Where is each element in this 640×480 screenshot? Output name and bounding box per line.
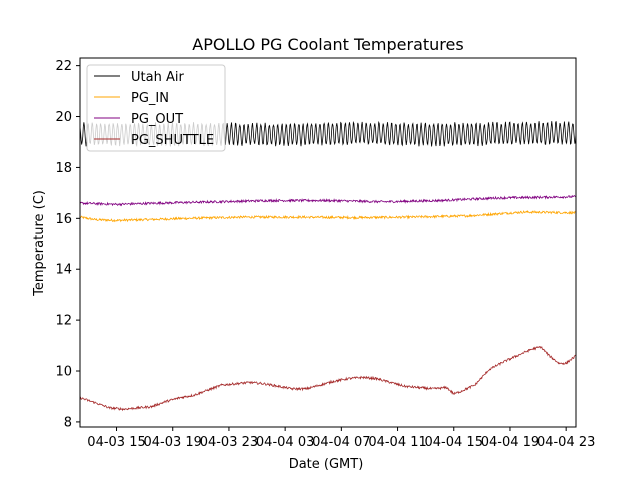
chart-title: APOLLO PG Coolant Temperatures bbox=[192, 35, 463, 54]
series-line-pg-shuttle bbox=[80, 346, 576, 412]
x-tick-label: 04-04 03 bbox=[256, 435, 314, 450]
y-axis-label: Temperature (C) bbox=[32, 190, 47, 297]
y-tick-label: 18 bbox=[55, 161, 72, 176]
x-tick-label: 04-04 07 bbox=[312, 435, 370, 450]
x-tick-label: 04-03 19 bbox=[144, 435, 202, 450]
y-tick-label: 10 bbox=[55, 365, 72, 380]
x-tick-label: 04-04 23 bbox=[537, 435, 595, 450]
legend-label: PG_SHUTTLE bbox=[131, 133, 214, 148]
y-tick-label: 14 bbox=[55, 263, 72, 278]
legend-label: Utah Air bbox=[131, 70, 184, 85]
y-tick-label: 12 bbox=[55, 314, 72, 329]
plot-area bbox=[80, 120, 576, 412]
x-tick-label: 04-04 15 bbox=[425, 435, 483, 450]
x-tick-label: 04-04 19 bbox=[481, 435, 539, 450]
legend-frame bbox=[86, 64, 226, 152]
x-tick-label: 04-03 23 bbox=[200, 435, 258, 450]
y-tick-label: 22 bbox=[55, 59, 72, 74]
y-tick-label: 8 bbox=[64, 415, 72, 430]
x-axis-label: Date (GMT) bbox=[289, 457, 364, 472]
y-tick-label: 16 bbox=[55, 212, 72, 227]
plot-frame bbox=[79, 57, 577, 428]
legend-label: PG_IN bbox=[131, 91, 169, 106]
x-tick-label: 04-04 11 bbox=[368, 435, 426, 450]
x-tick-label: 04-03 15 bbox=[87, 435, 145, 450]
y-tick-label: 20 bbox=[55, 110, 72, 125]
series-line-pg-in bbox=[80, 209, 576, 223]
legend-label: PG_OUT bbox=[131, 112, 183, 127]
series-group bbox=[80, 120, 576, 412]
legend: Utah Air PG_IN PG_OUT PG_SHUTTLE bbox=[86, 64, 226, 152]
series-line-pg-out bbox=[80, 194, 576, 207]
